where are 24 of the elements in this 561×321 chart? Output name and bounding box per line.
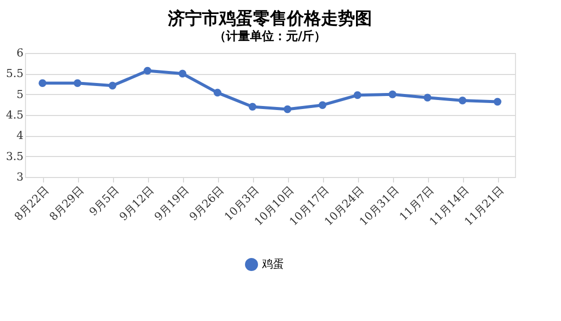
point — [354, 91, 362, 100]
point — [108, 82, 116, 90]
y-tick-label: 5 — [16, 88, 24, 101]
y-tick-label: 3.5 — [6, 150, 24, 163]
y-tick-label: 3 — [16, 170, 24, 184]
chart-subtitle: （计量单位：元/斤） — [214, 29, 326, 43]
y-tick-label: 4.5 — [6, 108, 24, 122]
point — [178, 70, 186, 78]
point — [38, 79, 46, 88]
point — [284, 105, 292, 114]
point — [248, 102, 256, 111]
point — [318, 101, 326, 109]
point — [214, 88, 222, 97]
chart-title: 济宁市鸡蛋零售价格走势图 — [167, 9, 372, 29]
point — [458, 96, 466, 104]
point — [144, 66, 152, 75]
y-tick-label: 5.5 — [6, 67, 24, 80]
legend-label: 鸡蛋 — [261, 258, 284, 270]
point — [494, 98, 502, 106]
point — [74, 79, 82, 88]
y-tick-label: 6 — [16, 46, 24, 60]
point — [424, 94, 432, 102]
point — [388, 90, 396, 98]
y-tick-label: 4 — [16, 129, 24, 142]
